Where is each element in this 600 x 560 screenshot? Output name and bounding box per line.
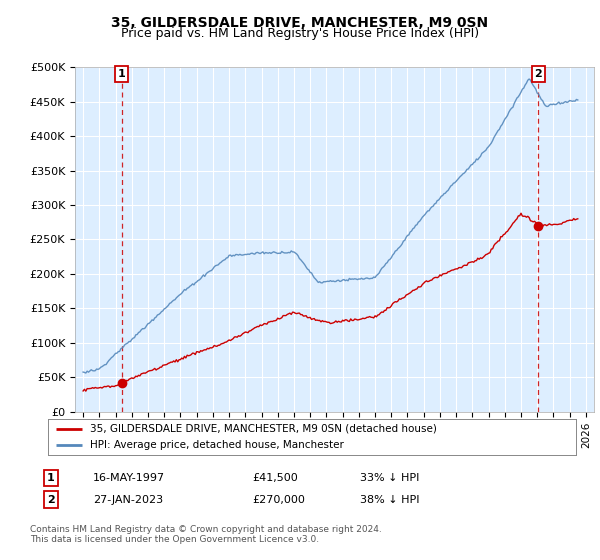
Text: 2: 2 (535, 69, 542, 79)
Text: 16-MAY-1997: 16-MAY-1997 (93, 473, 165, 483)
Text: 1: 1 (118, 69, 125, 79)
Text: 35, GILDERSDALE DRIVE, MANCHESTER, M9 0SN: 35, GILDERSDALE DRIVE, MANCHESTER, M9 0S… (112, 16, 488, 30)
Text: Contains HM Land Registry data © Crown copyright and database right 2024.
This d: Contains HM Land Registry data © Crown c… (30, 525, 382, 544)
Text: HPI: Average price, detached house, Manchester: HPI: Average price, detached house, Manc… (90, 440, 344, 450)
Text: £270,000: £270,000 (252, 494, 305, 505)
Text: 35, GILDERSDALE DRIVE, MANCHESTER, M9 0SN (detached house): 35, GILDERSDALE DRIVE, MANCHESTER, M9 0S… (90, 424, 437, 434)
Text: £41,500: £41,500 (252, 473, 298, 483)
Text: 38% ↓ HPI: 38% ↓ HPI (360, 494, 419, 505)
Text: 33% ↓ HPI: 33% ↓ HPI (360, 473, 419, 483)
Text: Price paid vs. HM Land Registry's House Price Index (HPI): Price paid vs. HM Land Registry's House … (121, 27, 479, 40)
Text: 1: 1 (47, 473, 55, 483)
Text: 2: 2 (47, 494, 55, 505)
Text: 27-JAN-2023: 27-JAN-2023 (93, 494, 163, 505)
